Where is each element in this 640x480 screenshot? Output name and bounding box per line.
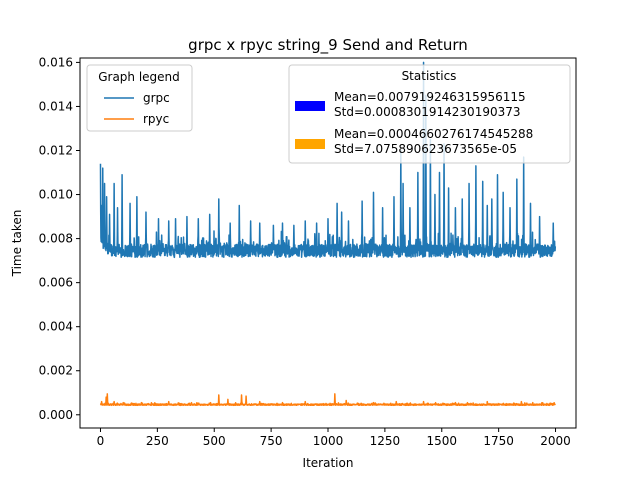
y-tick-label: 0.002 [39, 364, 73, 378]
statistics-grpc-mean: Mean=0.007919246315956115 [334, 90, 526, 104]
y-tick-label: 0.016 [39, 55, 73, 69]
y-tick-label: 0.000 [39, 408, 73, 422]
x-tick-label: 250 [146, 434, 169, 448]
y-axis-label: Time taken [10, 210, 24, 278]
x-tick-label: 750 [260, 434, 283, 448]
legend-frame [86, 64, 193, 132]
x-tick-label: 1750 [483, 434, 514, 448]
x-tick-label: 1500 [426, 434, 457, 448]
statistics-title: Statistics [402, 69, 457, 83]
legend: Graph legend grpc rpyc [86, 64, 193, 132]
x-tick-label: 500 [203, 434, 226, 448]
statistics-frame [288, 64, 571, 164]
x-axis-ticks: 0 250 500 750 1000 1250 1500 1750 2000 [97, 428, 571, 448]
statistics-rpyc-mean: Mean=0.0004660276174545288 [334, 127, 533, 141]
y-tick-label: 0.006 [39, 276, 73, 290]
legend-label-rpyc: rpyc [143, 112, 169, 126]
x-axis-label: Iteration [303, 456, 354, 470]
y-tick-label: 0.014 [39, 99, 73, 113]
legend-label-grpc: grpc [143, 91, 170, 105]
x-tick-label: 1000 [313, 434, 344, 448]
statistics-grpc-std: Std=0.0008301914230190373 [334, 105, 521, 119]
chart-title: grpc x rpyc string_9 Send and Return [188, 36, 468, 55]
y-tick-label: 0.012 [39, 144, 73, 158]
y-axis-ticks: 0.000 0.002 0.004 0.006 0.008 0.010 0.012 0.014… [39, 55, 80, 422]
x-tick-label: 0 [97, 434, 105, 448]
y-tick-label: 0.010 [39, 188, 73, 202]
statistics-swatch-grpc [295, 101, 325, 111]
x-tick-label: 1250 [370, 434, 401, 448]
series-layer [99, 61, 557, 407]
statistics-rpyc-std: Std=7.075890623673565e-05 [334, 142, 517, 156]
statistics-box: Statistics Mean=0.007919246315956115 Std… [288, 64, 571, 164]
y-tick-label: 0.008 [39, 232, 73, 246]
legend-title: Graph legend [98, 70, 180, 84]
series-line-rpyc [99, 393, 556, 407]
y-tick-label: 0.004 [39, 320, 73, 334]
series-line-grpc [99, 61, 557, 259]
x-tick-label: 2000 [540, 434, 571, 448]
statistics-swatch-rpyc [295, 139, 325, 149]
